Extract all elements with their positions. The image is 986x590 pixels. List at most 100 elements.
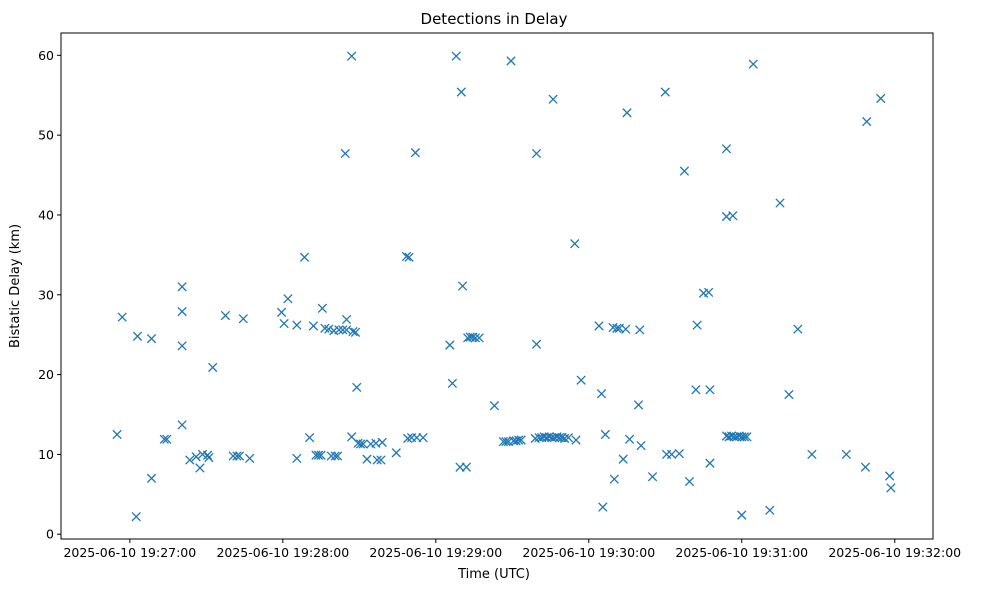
- data-point-marker: [559, 433, 570, 444]
- data-point-marker: [403, 433, 413, 444]
- x-tick-label: 2025-06-10 19:32:00: [828, 545, 961, 560]
- x-tick-label: 2025-06-10 19:27:00: [63, 545, 196, 560]
- data-point-marker: [609, 474, 619, 484]
- data-point-marker: [660, 87, 670, 97]
- data-point-marker: [112, 429, 122, 440]
- data-point-marker: [765, 505, 775, 515]
- data-point-marker: [474, 333, 484, 343]
- data-point-marker: [177, 341, 187, 351]
- data-point-marker: [737, 510, 747, 520]
- data-point-marker: [548, 94, 558, 104]
- data-point-marker: [456, 87, 466, 97]
- data-point-marker: [245, 453, 255, 464]
- y-tick-label: 60: [38, 48, 54, 63]
- data-point-marker: [516, 435, 526, 445]
- x-axis: 2025-06-10 19:27:00 2025-06-10 19:28:00 20…: [63, 539, 961, 560]
- data-point-marker: [600, 429, 611, 440]
- data-point-marker: [292, 320, 302, 330]
- data-point-marker: [705, 458, 715, 468]
- y-tick-label: 30: [38, 287, 54, 302]
- data-point-marker: [841, 449, 851, 460]
- data-point-marker: [177, 420, 187, 430]
- y-tick-label: 20: [38, 367, 54, 382]
- data-point-marker: [234, 451, 245, 461]
- data-point-marker: [635, 325, 645, 335]
- data-point-marker: [622, 108, 632, 118]
- data-point-marker: [886, 483, 896, 493]
- data-point-marker: [703, 287, 714, 298]
- data-point-marker: [692, 320, 702, 330]
- data-point-marker: [531, 339, 542, 349]
- data-point-marker: [647, 472, 658, 482]
- data-point-marker: [276, 307, 287, 317]
- data-point-marker: [728, 211, 738, 221]
- y-tick-label: 0: [46, 527, 54, 542]
- data-point-marker: [283, 294, 293, 304]
- data-point-marker: [313, 450, 324, 460]
- data-point-marker: [739, 432, 749, 442]
- data-point-marker: [185, 455, 195, 465]
- data-point-marker: [679, 166, 690, 176]
- data-point-marker: [238, 314, 248, 324]
- data-point-marker: [334, 325, 344, 335]
- data-point-marker: [220, 310, 231, 321]
- data-point-marker: [621, 324, 631, 334]
- data-point-marker: [159, 434, 169, 444]
- data-point-marker: [317, 303, 328, 314]
- data-point-marker: [563, 432, 574, 443]
- data-point-marker: [324, 324, 334, 334]
- data-point-marker: [338, 325, 348, 335]
- data-point-marker: [884, 471, 895, 481]
- y-axis: 0 10 20 30 40 50 60: [38, 48, 61, 542]
- data-point-marker: [177, 306, 187, 317]
- data-point-marker: [721, 144, 732, 154]
- data-point-marker: [636, 440, 646, 451]
- data-point-marker: [489, 401, 500, 411]
- data-point-marker: [352, 382, 362, 393]
- data-point-marker: [204, 452, 214, 463]
- data-point-marker: [447, 378, 458, 389]
- data-point-marker: [362, 454, 372, 464]
- data-point-marker: [470, 333, 480, 343]
- y-axis-label: Bistatic Delay (km): [8, 224, 23, 348]
- data-point-marker: [576, 375, 586, 385]
- data-point-marker: [742, 432, 752, 442]
- data-point-marker: [862, 116, 872, 127]
- data-point-marker: [612, 323, 622, 333]
- data-point-marker: [355, 439, 366, 449]
- data-point-marker: [793, 324, 803, 334]
- data-point-marker: [807, 449, 817, 460]
- data-point-marker: [506, 56, 516, 66]
- data-point-marker: [876, 93, 886, 104]
- x-tick-label: 2025-06-10 19:31:00: [675, 545, 808, 560]
- chart-title: Detections in Delay: [421, 10, 568, 28]
- data-point-marker: [299, 252, 310, 262]
- x-axis-label: Time (UTC): [457, 567, 530, 582]
- x-tick-label: 2025-06-10 19:29:00: [369, 545, 502, 560]
- data-point-marker: [691, 385, 701, 395]
- data-point-marker: [748, 59, 758, 69]
- data-point-marker: [195, 463, 205, 473]
- data-point-marker: [332, 451, 343, 461]
- data-point-marker: [674, 448, 684, 459]
- data-point-marker: [684, 476, 695, 487]
- data-point-marker: [571, 435, 581, 445]
- data-point-marker: [146, 334, 157, 344]
- data-point-marker: [347, 51, 357, 61]
- data-point-marker: [451, 51, 461, 61]
- data-point-marker: [570, 239, 580, 249]
- data-point-marker: [320, 323, 330, 333]
- data-point-marker: [418, 432, 428, 443]
- data-point-marker: [131, 511, 141, 522]
- data-point-marker: [598, 502, 608, 512]
- data-point-marker: [531, 148, 542, 159]
- data-point-marker: [350, 327, 361, 337]
- plot-area-frame: [60, 32, 934, 540]
- data-point-marker: [784, 389, 794, 400]
- data-point-marker: [594, 321, 604, 331]
- data-point-marker: [279, 318, 289, 329]
- data-point-marker: [624, 434, 635, 444]
- data-point-marker: [376, 455, 386, 465]
